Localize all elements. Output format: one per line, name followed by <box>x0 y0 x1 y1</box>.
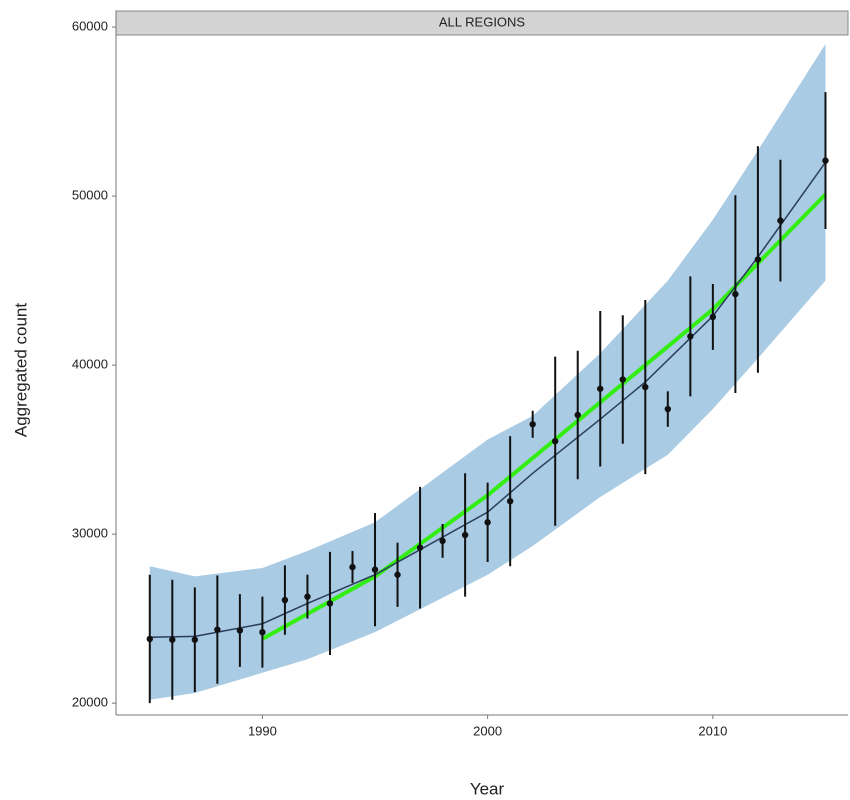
plot-layer <box>146 43 829 704</box>
data-point <box>326 600 334 607</box>
x-tick-label: 1990 <box>248 723 277 738</box>
x-tick-label: 2010 <box>698 723 727 738</box>
y-tick-label: 20000 <box>72 695 108 710</box>
y-tick-label: 60000 <box>72 18 108 33</box>
data-point <box>506 497 514 505</box>
data-point <box>529 421 536 428</box>
data-point <box>664 405 672 413</box>
trend-line <box>261 192 827 641</box>
data-point <box>214 626 221 633</box>
data-point <box>371 566 379 573</box>
data-point <box>574 411 581 419</box>
data-point <box>754 256 762 263</box>
strip-title: ALL REGIONS <box>439 14 526 29</box>
data-point <box>439 537 446 545</box>
data-point <box>191 636 199 643</box>
x-axis-title: Year <box>470 779 505 798</box>
data-point <box>259 628 266 636</box>
data-point <box>416 544 424 551</box>
y-tick-label: 50000 <box>72 188 108 203</box>
data-point <box>619 376 626 383</box>
data-point <box>777 217 784 224</box>
data-point <box>394 571 401 578</box>
data-point <box>281 596 289 604</box>
y-tick-label: 30000 <box>72 526 108 541</box>
data-point <box>349 563 356 571</box>
data-point <box>484 519 491 526</box>
data-point <box>687 333 694 340</box>
data-point <box>146 635 153 643</box>
data-point <box>236 627 244 634</box>
data-point <box>732 290 739 298</box>
x-tick-label: 2000 <box>473 723 502 738</box>
data-point <box>642 383 649 391</box>
y-axis-title: Aggregated count <box>11 303 30 437</box>
data-point <box>169 636 176 643</box>
data-point <box>461 531 469 539</box>
data-point <box>822 157 829 164</box>
data-point <box>552 437 559 445</box>
y-tick-label: 40000 <box>72 357 108 372</box>
strip <box>115 10 849 36</box>
data-point <box>709 313 717 321</box>
data-point <box>597 385 604 392</box>
data-point <box>304 593 311 600</box>
